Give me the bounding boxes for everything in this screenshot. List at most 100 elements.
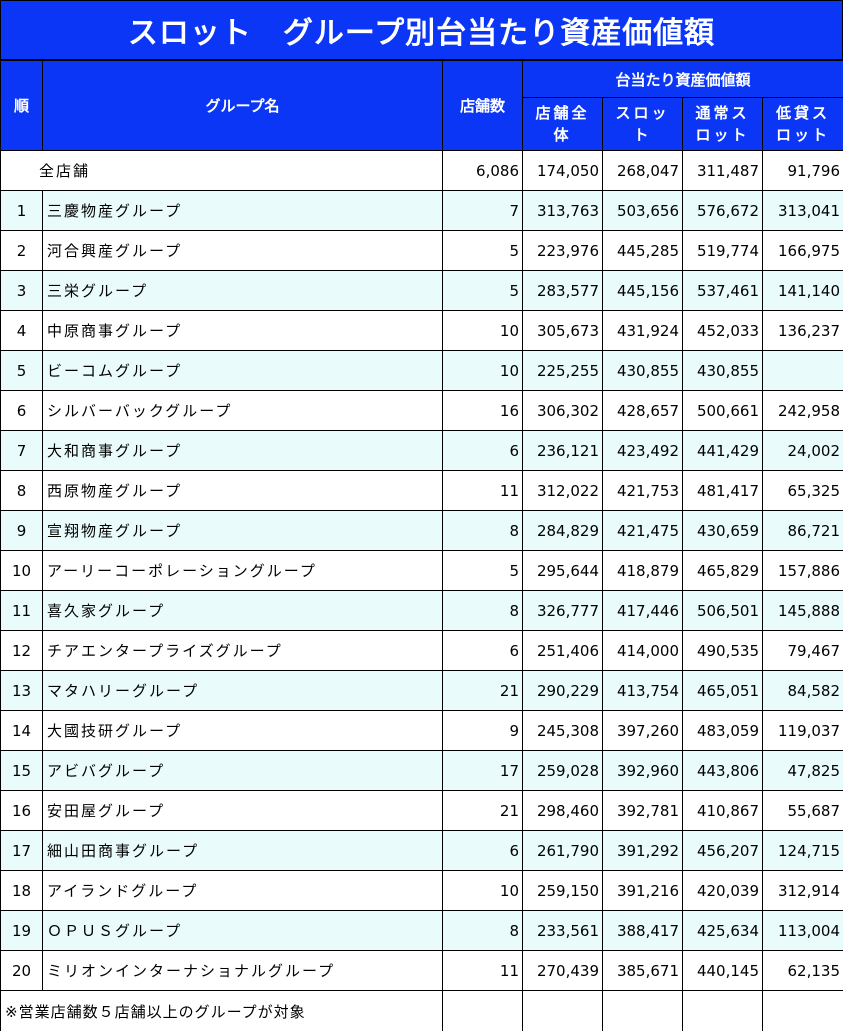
cell-rank: 16 (0, 790, 43, 831)
cell-name: 安田屋グループ (42, 790, 443, 831)
cell-number: 17 (442, 750, 523, 791)
cell-number: 79,467 (761, 630, 843, 671)
cell-number: 465,829 (682, 550, 763, 591)
cell-rank: 18 (0, 870, 43, 911)
cell-number: 136,237 (761, 310, 843, 351)
cell-number: 312,022 (522, 470, 603, 511)
cell-name: アビバグループ (42, 750, 443, 791)
cell-number: 9 (442, 710, 523, 751)
header-row: 順 グループ名 店舗数 台当たり資産価値額 (0, 60, 843, 151)
cell-number (761, 350, 843, 391)
header-subrow: 店舗全体 スロット 通常スロット 低貸スロット (1, 97, 843, 151)
cell-number: 10 (442, 350, 523, 391)
cell-number: 166,975 (761, 230, 843, 271)
cell-name: アーリーコーポレーショングループ (42, 550, 443, 591)
cell-number: 290,229 (522, 670, 603, 711)
footnote: ※営業店舗数５店舗以上のグループが対象 (0, 990, 443, 1031)
cell-number: 420,039 (682, 870, 763, 911)
cell-number: 417,446 (602, 590, 683, 631)
cell-number: 385,671 (602, 950, 683, 991)
cell-name: アイランドグループ (42, 870, 443, 911)
cell-number: 65,325 (761, 470, 843, 511)
cell-number: 465,051 (682, 670, 763, 711)
title: スロット グループ別台当たり資産価値額 (0, 0, 843, 60)
cell-number: 414,000 (602, 630, 683, 671)
cell-number: 47,825 (761, 750, 843, 791)
cell-number: 91,796 (761, 150, 843, 191)
cell-number: 11 (442, 470, 523, 511)
cell-rank: 15 (0, 750, 43, 791)
cell-number: 6,086 (442, 150, 523, 191)
cell-name: 宣翔物産グループ (42, 510, 443, 551)
cell-number: 443,806 (682, 750, 763, 791)
cell-number: 6 (442, 630, 523, 671)
cell-number: 430,659 (682, 510, 763, 551)
cell-number: 5 (442, 230, 523, 271)
cell-number: 223,976 (522, 230, 603, 271)
header-group: 台当たり資産価値額 (521, 60, 843, 98)
cell-number: 397,260 (602, 710, 683, 751)
cell-number: 430,855 (682, 350, 763, 391)
cell-number: 576,672 (682, 190, 763, 231)
cell-number: 141,140 (761, 270, 843, 311)
cell-number: 283,577 (522, 270, 603, 311)
row: 13 マタハリーグループ 21 290,229 413,754 465,051 84,582 (0, 670, 843, 711)
cell-rank: 5 (0, 350, 43, 391)
cell-empty (602, 990, 683, 1031)
cell-number: 311,487 (682, 150, 763, 191)
cell-number: 10 (442, 870, 523, 911)
cell-number: 6 (442, 830, 523, 871)
cell-number: 452,033 (682, 310, 763, 351)
row: 14 大國技研グループ 9 245,308 397,260 483,059 119,037 (0, 710, 843, 751)
row: 6 シルバーバックグループ 16 306,302 428,657 500,661 242,9… (0, 390, 843, 431)
row: 5 ビーコムグループ 10 225,255 430,855 430,855 (0, 350, 843, 391)
cell-number: 261,790 (522, 830, 603, 871)
row: 7 大和商事グループ 6 236,121 423,492 441,429 24,002 (0, 430, 843, 471)
cell-all-label: 全店舗 (0, 150, 443, 191)
cell-name: マタハリーグループ (42, 670, 443, 711)
cell-rank: 3 (0, 270, 43, 311)
header-rank: 順 (0, 60, 43, 151)
cell-rank: 11 (0, 590, 43, 631)
row: 4 中原商事グループ 10 305,673 431,924 452,033 136,237 (0, 310, 843, 351)
cell-number: 11 (442, 950, 523, 991)
cell-number: 430,855 (602, 350, 683, 391)
cell-number: 10 (442, 310, 523, 351)
cell-number: 233,561 (522, 910, 603, 951)
cell-number: 431,924 (602, 310, 683, 351)
cell-number: 5 (442, 270, 523, 311)
cell-rank: 19 (0, 910, 43, 951)
row: 8 西原物産グループ 11 312,022 421,753 481,417 65,325 (0, 470, 843, 511)
cell-number: 326,777 (522, 590, 603, 631)
cell-rank: 2 (0, 230, 43, 271)
cell-name: 西原物産グループ (42, 470, 443, 511)
cell-number: 456,207 (682, 830, 763, 871)
cell-number: 421,475 (602, 510, 683, 551)
cell-name: 三慶物産グループ (42, 190, 443, 231)
cell-number: 312,914 (761, 870, 843, 911)
cell-number: 157,886 (761, 550, 843, 591)
cell-number: 268,047 (602, 150, 683, 191)
cell-number: 259,150 (522, 870, 603, 911)
cell-empty (522, 990, 603, 1031)
cell-number: 441,429 (682, 430, 763, 471)
cell-number: 445,285 (602, 230, 683, 271)
cell-number: 124,715 (761, 830, 843, 871)
cell-rank: 17 (0, 830, 43, 871)
cell-empty (761, 990, 843, 1031)
row-all: 全店舗 6,086 174,050 268,047 311,487 91,796 (0, 150, 843, 191)
cell-name: ミリオンインターナショナルグループ (42, 950, 443, 991)
cell-number: 84,582 (761, 670, 843, 711)
cell-name: 河合興産グループ (42, 230, 443, 271)
cell-number: 306,302 (522, 390, 603, 431)
cell-rank: 20 (0, 950, 43, 991)
cell-name: 中原商事グループ (42, 310, 443, 351)
row: 1 三慶物産グループ 7 313,763 503,656 576,672 313,041 (0, 190, 843, 231)
cell-number: 391,292 (602, 830, 683, 871)
cell-number: 6 (442, 430, 523, 471)
cell-number: 392,781 (602, 790, 683, 831)
cell-number: 313,763 (522, 190, 603, 231)
cell-number: 519,774 (682, 230, 763, 271)
cell-number: 145,888 (761, 590, 843, 631)
